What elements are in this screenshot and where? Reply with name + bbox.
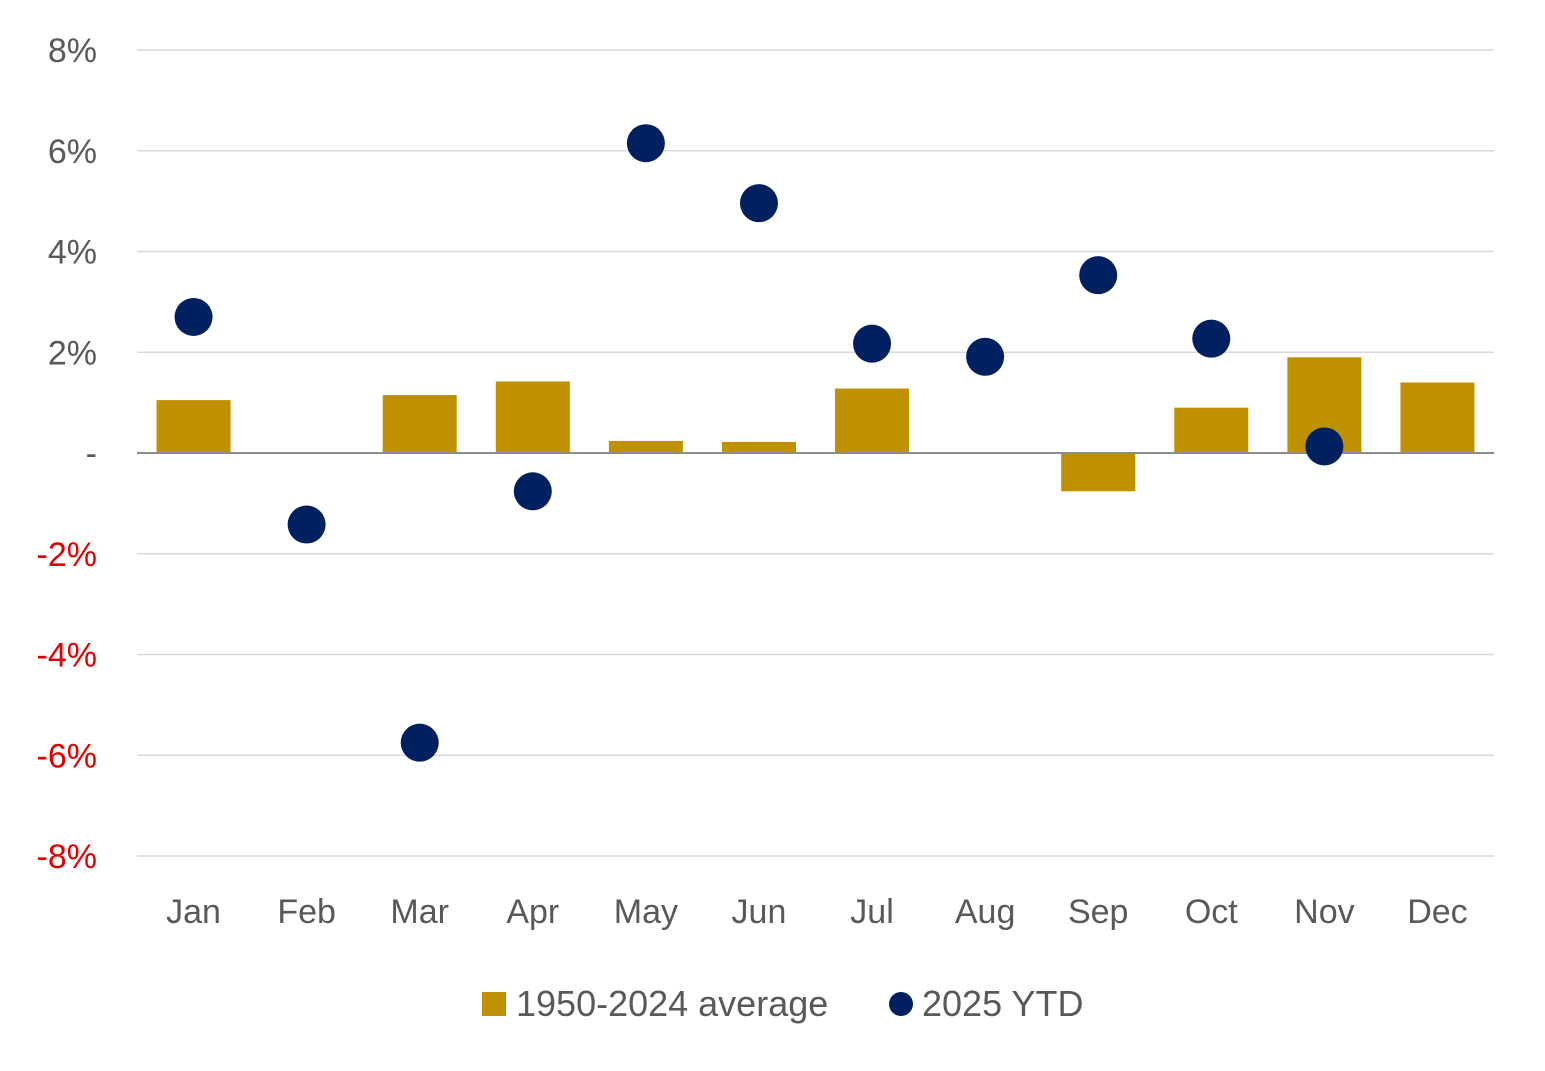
- dot-may: [626, 124, 665, 163]
- y-tick-label: -: [86, 435, 97, 473]
- bar-series: [156, 357, 1475, 492]
- bar-sep: [1061, 453, 1136, 492]
- x-tick-label: Nov: [1294, 893, 1354, 931]
- dot-aug: [966, 337, 1005, 376]
- y-tick-label: 8%: [48, 32, 97, 70]
- y-tick-label: 2%: [48, 334, 97, 372]
- y-tick-label: -6%: [37, 737, 97, 775]
- legend: 1950-2024 average 2025 YTD: [482, 983, 1083, 1024]
- x-tick-label: Oct: [1185, 893, 1238, 931]
- bar-jan: [156, 400, 231, 453]
- y-tick-label: -4%: [37, 637, 97, 675]
- bar-dec: [1400, 382, 1475, 453]
- dot-jan: [174, 297, 213, 336]
- y-tick-label: 4%: [48, 234, 97, 272]
- x-tick-label: Jan: [166, 893, 221, 931]
- y-tick-label: -2%: [37, 536, 97, 574]
- bar-jul: [835, 388, 910, 453]
- bar-mar: [382, 395, 457, 453]
- legend-dot-label: 2025 YTD: [922, 983, 1083, 1024]
- x-tick-label: Jun: [732, 893, 787, 931]
- bar-apr: [495, 381, 570, 453]
- dot-nov: [1305, 427, 1344, 466]
- x-tick-label: Dec: [1407, 893, 1467, 931]
- x-tick-label: Feb: [277, 893, 336, 931]
- bar-jun: [721, 441, 796, 453]
- y-tick-label: 6%: [48, 133, 97, 171]
- dot-feb: [287, 505, 326, 544]
- dot-oct: [1192, 319, 1231, 358]
- dot-apr: [513, 472, 552, 511]
- x-axis-ticks: Jan Feb Mar Apr May Jun Jul Aug Sep Oct Nov Dec: [166, 893, 1468, 931]
- x-tick-label: Jul: [850, 893, 893, 931]
- dot-jun: [739, 184, 778, 223]
- x-tick-label: Aug: [955, 893, 1016, 931]
- x-tick-label: Sep: [1068, 893, 1129, 931]
- gridlines: [137, 49, 1494, 857]
- x-tick-label: Mar: [390, 893, 449, 931]
- y-axis-ticks: 8% 6% 4% 2% - -2% -4% -6% -8%: [37, 32, 97, 876]
- x-tick-label: May: [614, 893, 678, 931]
- bar-oct: [1174, 407, 1249, 453]
- dot-mar: [400, 723, 439, 762]
- legend-dot-swatch: [889, 992, 913, 1016]
- dot-series: [174, 124, 1344, 762]
- x-tick-label: Apr: [506, 893, 559, 931]
- dot-jul: [853, 324, 892, 363]
- legend-bar-swatch: [482, 992, 506, 1016]
- legend-bar-label: 1950-2024 average: [516, 983, 828, 1024]
- y-tick-label: -8%: [37, 838, 97, 876]
- dot-sep: [1079, 256, 1118, 295]
- bar-may: [608, 440, 683, 453]
